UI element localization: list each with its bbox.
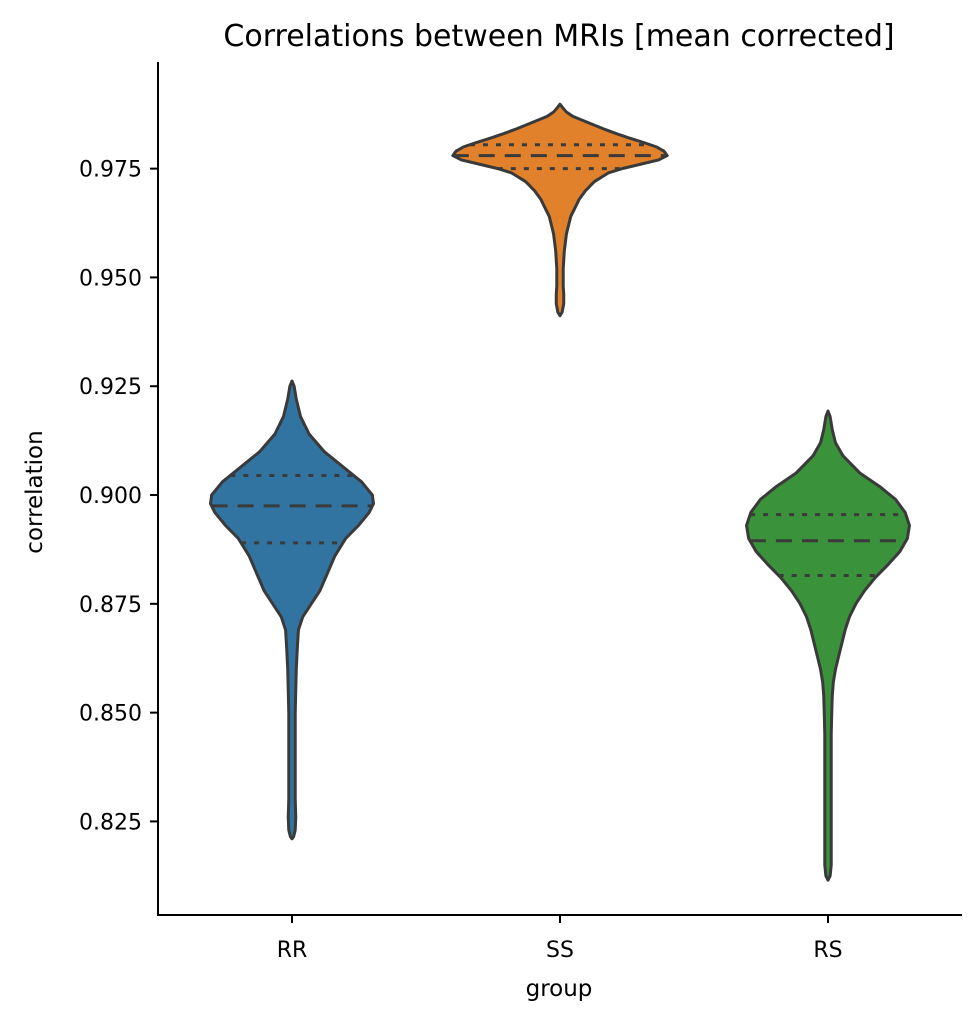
x-axis-label: group [526, 976, 593, 1002]
chart-title: Correlations between MRIs [mean correcte… [223, 19, 894, 54]
violin-body-rr [209, 379, 375, 841]
violin-rr [209, 379, 375, 841]
y-axis-label: correlation [22, 430, 48, 553]
x-tick-label: RR [277, 938, 308, 963]
violin-rs [745, 409, 911, 882]
y-tick-label: 0.975 [79, 158, 142, 183]
violin-body-ss [451, 102, 669, 318]
y-axis: 0.825 0.850 0.875 0.900 0.925 0.950 0.975 [79, 158, 158, 835]
x-tick-label: RS [813, 938, 842, 963]
y-tick-label: 0.825 [79, 810, 142, 835]
plot-area [209, 102, 911, 882]
x-tick-label: SS [546, 938, 574, 963]
y-tick-label: 0.875 [79, 593, 142, 618]
violin-ss [451, 102, 669, 318]
violin-body-rs [745, 409, 911, 882]
y-tick-label: 0.925 [79, 375, 142, 400]
x-axis: RR SS RS [277, 915, 843, 963]
y-tick-label: 0.950 [79, 266, 142, 291]
y-tick-label: 0.900 [79, 484, 142, 509]
y-tick-label: 0.850 [79, 702, 142, 727]
